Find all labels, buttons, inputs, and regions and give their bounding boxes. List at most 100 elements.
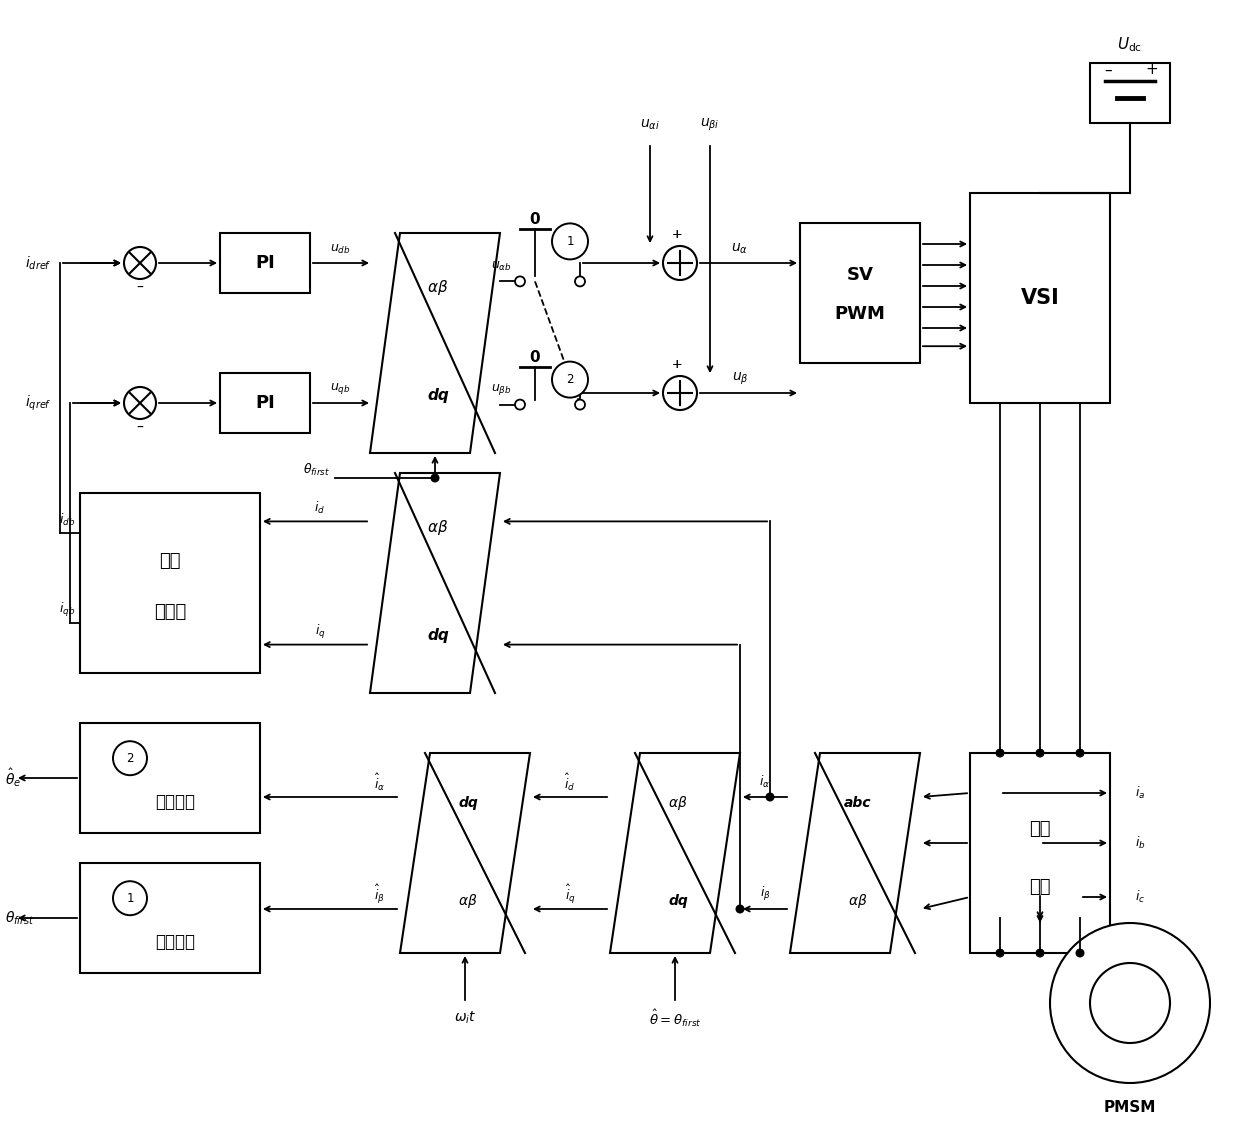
- Circle shape: [1037, 749, 1044, 757]
- Text: $\mathbf{0}$: $\mathbf{0}$: [529, 212, 541, 228]
- Text: $i_q$: $i_q$: [315, 623, 325, 640]
- Text: 电流: 电流: [1029, 820, 1050, 838]
- Text: +: +: [672, 358, 682, 372]
- Text: $\alpha\beta$: $\alpha\beta$: [459, 892, 477, 910]
- Text: $\hat{i}_{\alpha}$: $\hat{i}_{\alpha}$: [373, 772, 384, 793]
- Text: 1: 1: [567, 235, 574, 248]
- Circle shape: [663, 246, 697, 280]
- Bar: [970, 193, 1110, 403]
- Text: $U_{\rm dc}$: $U_{\rm dc}$: [1117, 35, 1142, 54]
- Circle shape: [552, 223, 588, 259]
- Circle shape: [552, 361, 588, 398]
- Circle shape: [515, 400, 525, 410]
- Text: $\hat{i}_q$: $\hat{i}_q$: [564, 883, 575, 905]
- Text: $\hat{\theta} = \theta_{first}$: $\hat{\theta} = \theta_{first}$: [649, 1007, 702, 1029]
- Text: dq: dq: [458, 796, 477, 810]
- Text: SV: SV: [847, 266, 873, 283]
- Text: $i_{\alpha}$: $i_{\alpha}$: [759, 774, 770, 790]
- Circle shape: [996, 749, 1004, 757]
- Text: $u_{\beta b}$: $u_{\beta b}$: [491, 382, 512, 397]
- Text: $i_{dref}$: $i_{dref}$: [25, 254, 52, 272]
- Text: 位置辨识: 位置辨识: [155, 934, 195, 952]
- Text: PI: PI: [255, 254, 275, 272]
- Circle shape: [432, 475, 439, 482]
- Text: $i_c$: $i_c$: [1135, 889, 1146, 905]
- Polygon shape: [610, 753, 740, 953]
- Text: +: +: [672, 229, 682, 241]
- Polygon shape: [401, 753, 529, 953]
- Text: $\alpha\beta$: $\alpha\beta$: [848, 892, 868, 910]
- Circle shape: [113, 741, 148, 775]
- Bar: [81, 493, 260, 673]
- Text: dq: dq: [427, 389, 449, 403]
- Circle shape: [515, 276, 525, 287]
- Circle shape: [575, 276, 585, 287]
- Text: $u_{\beta}$: $u_{\beta}$: [732, 370, 749, 387]
- Text: 极性判断: 极性判断: [155, 793, 195, 811]
- Text: dq: dq: [668, 894, 688, 908]
- Text: 2: 2: [126, 751, 134, 765]
- Text: $u_{qb}$: $u_{qb}$: [330, 382, 351, 397]
- Circle shape: [1076, 949, 1084, 956]
- Text: $i_{\beta}$: $i_{\beta}$: [760, 885, 770, 903]
- Bar: [219, 233, 310, 293]
- Text: $\hat{\theta}_e$: $\hat{\theta}_e$: [5, 767, 21, 790]
- Text: 滤波器: 滤波器: [154, 603, 186, 621]
- Bar: [1090, 63, 1171, 123]
- Text: $u_{\alpha b}$: $u_{\alpha b}$: [491, 259, 512, 273]
- Text: 带阻: 带阻: [159, 553, 181, 570]
- Polygon shape: [370, 472, 500, 693]
- Text: +: +: [1146, 62, 1158, 77]
- Text: $i_a$: $i_a$: [1135, 785, 1146, 801]
- Text: dq: dq: [427, 629, 449, 644]
- Text: PI: PI: [255, 394, 275, 412]
- Text: $i_d$: $i_d$: [315, 501, 326, 517]
- Text: abc: abc: [844, 796, 872, 810]
- Text: +: +: [672, 358, 682, 372]
- Bar: [800, 223, 920, 363]
- Circle shape: [663, 376, 697, 410]
- Text: $\mathbf{0}$: $\mathbf{0}$: [529, 349, 541, 365]
- Circle shape: [1037, 949, 1044, 956]
- Text: $i_{qb}$: $i_{qb}$: [58, 600, 74, 619]
- Bar: [219, 373, 310, 433]
- Text: $i_b$: $i_b$: [1135, 835, 1146, 851]
- Text: $\alpha\beta$: $\alpha\beta$: [668, 794, 688, 812]
- Circle shape: [1076, 749, 1084, 757]
- Text: $u_{db}$: $u_{db}$: [330, 242, 351, 256]
- Text: $u_{\beta i}$: $u_{\beta i}$: [701, 117, 720, 134]
- Text: $u_{\alpha}$: $u_{\alpha}$: [732, 241, 749, 256]
- Text: $\omega_i t$: $\omega_i t$: [454, 1010, 476, 1026]
- Text: $i_{qref}$: $i_{qref}$: [25, 393, 52, 412]
- Bar: [970, 753, 1110, 953]
- Bar: [81, 863, 260, 973]
- Circle shape: [737, 905, 744, 913]
- Text: $i_{db}$: $i_{db}$: [58, 512, 74, 528]
- Text: $\hat{i}_d$: $\hat{i}_d$: [564, 772, 575, 793]
- Text: –: –: [136, 421, 144, 435]
- Circle shape: [113, 881, 148, 915]
- Text: VSI: VSI: [1021, 288, 1059, 308]
- Text: $u_{\alpha i}$: $u_{\alpha i}$: [640, 118, 660, 133]
- Text: –: –: [136, 281, 144, 295]
- Bar: [81, 723, 260, 833]
- Circle shape: [124, 387, 156, 419]
- Circle shape: [124, 247, 156, 279]
- Text: $\alpha\beta$: $\alpha\beta$: [428, 279, 449, 298]
- Text: 2: 2: [567, 373, 574, 386]
- Polygon shape: [370, 233, 500, 453]
- Text: PWM: PWM: [835, 305, 885, 323]
- Circle shape: [1050, 923, 1210, 1083]
- Circle shape: [766, 793, 774, 801]
- Polygon shape: [790, 753, 920, 953]
- Circle shape: [1090, 963, 1171, 1043]
- Text: +: +: [672, 229, 682, 241]
- Text: PMSM: PMSM: [1104, 1100, 1156, 1116]
- Circle shape: [996, 949, 1004, 956]
- Text: $\theta_{first}$: $\theta_{first}$: [5, 910, 35, 927]
- Circle shape: [575, 400, 585, 410]
- Text: $\hat{i}_{\beta}$: $\hat{i}_{\beta}$: [374, 883, 384, 905]
- Text: 1: 1: [126, 892, 134, 904]
- Text: $\alpha\beta$: $\alpha\beta$: [428, 519, 449, 537]
- Text: –: –: [1104, 62, 1112, 77]
